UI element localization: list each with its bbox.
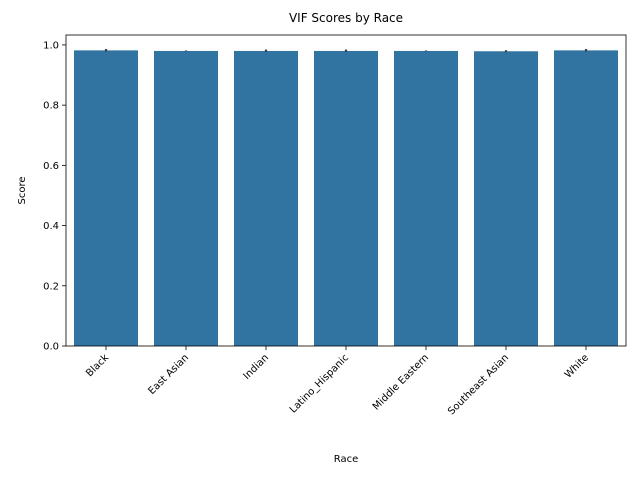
plot-frame <box>65 34 627 347</box>
y-tick-label: 0.8 <box>43 101 59 112</box>
chart-title: VIF Scores by Race <box>289 11 403 25</box>
bars-group <box>74 50 618 347</box>
x-tick-label: East Asian <box>147 352 192 397</box>
y-axis-label: Score <box>17 176 28 204</box>
x-tick-label: Middle Eastern <box>371 352 431 412</box>
y-tick-label: 0.4 <box>43 221 59 232</box>
y-tick-label: 0.6 <box>43 161 59 172</box>
bar <box>314 50 378 347</box>
x-axis-ticks: Black East Asian Indian Latino_Hispanic Midd… <box>84 346 591 417</box>
y-axis-ticks: 0.0 0.2 0.4 0.6 0.8 1.0 <box>43 40 66 353</box>
y-tick-label: 0.0 <box>43 342 59 353</box>
x-axis-label: Race <box>334 454 359 465</box>
bar <box>74 50 138 346</box>
x-tick-label: Indian <box>242 352 272 382</box>
x-tick-label: White <box>563 352 591 380</box>
x-tick-label: Black <box>84 352 111 379</box>
error-bars-group <box>104 48 588 53</box>
bar <box>554 50 618 346</box>
y-tick-label: 1.0 <box>43 40 59 51</box>
bar <box>234 50 298 347</box>
bar <box>154 50 218 347</box>
bar <box>474 51 538 346</box>
x-tick-label: Latino_Hispanic <box>288 352 351 415</box>
y-tick-label: 0.2 <box>43 281 59 292</box>
bar <box>394 50 458 347</box>
x-tick-label: Southeast Asian <box>446 352 511 417</box>
